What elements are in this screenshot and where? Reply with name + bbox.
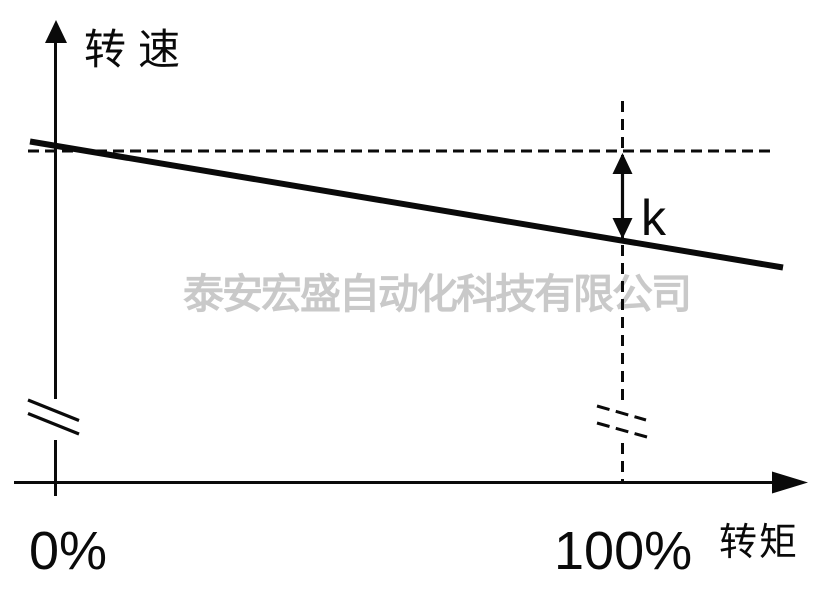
droop-k-label: k — [641, 190, 666, 246]
y-axis-break-mark-1 — [27, 398, 80, 422]
x-tick-100-label: 100% — [554, 521, 693, 581]
watermark-text: 泰安宏盛自动化科技有限公司 — [183, 271, 692, 317]
k-arrow-up-head-icon — [612, 153, 633, 174]
guide-break-mark-2 — [596, 421, 648, 439]
droop-line — [29, 138, 784, 271]
y-axis-arrowhead-icon — [45, 20, 67, 43]
guide-break-mark-1 — [596, 404, 647, 422]
k-arrow-down-head-icon — [612, 218, 633, 239]
y-axis-break-mark-2 — [27, 412, 80, 436]
y-axis-label: 转速 — [84, 28, 193, 74]
x-tick-0-label: 0% — [29, 521, 108, 581]
x-axis-arrowhead-icon — [772, 471, 808, 494]
x-axis-label: 转矩 — [719, 522, 800, 564]
